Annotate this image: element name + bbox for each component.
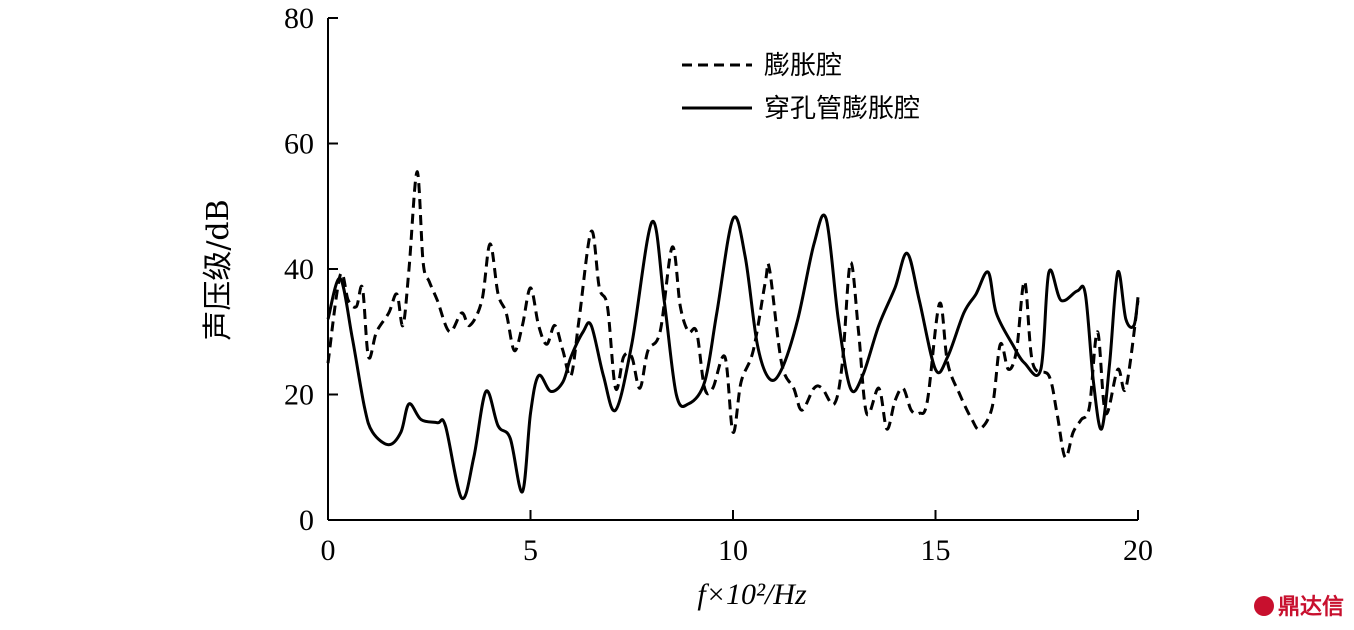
- y-tick-label: 80: [284, 2, 314, 35]
- x-tick-label: 5: [523, 534, 538, 567]
- watermark-icon: [1254, 596, 1274, 616]
- series-line: [326, 213, 1140, 501]
- legend-label: 穿孔管膨胀腔: [764, 94, 920, 124]
- y-axis-label: 声压级/dB: [201, 199, 236, 340]
- x-axis-label: f×10²/Hz: [697, 578, 807, 611]
- watermark: 鼎达信: [1278, 594, 1344, 620]
- y-tick-label: 40: [284, 253, 314, 286]
- x-tick-label: 10: [718, 534, 748, 567]
- y-tick-label: 60: [284, 128, 314, 161]
- series-line: [326, 170, 1140, 459]
- y-tick-label: 20: [284, 379, 314, 412]
- x-tick-label: 20: [1123, 534, 1153, 567]
- y-tick-label: 0: [299, 504, 314, 537]
- legend-label: 膨胀腔: [764, 51, 842, 81]
- x-tick-label: 15: [921, 534, 951, 567]
- x-tick-label: 0: [321, 534, 336, 567]
